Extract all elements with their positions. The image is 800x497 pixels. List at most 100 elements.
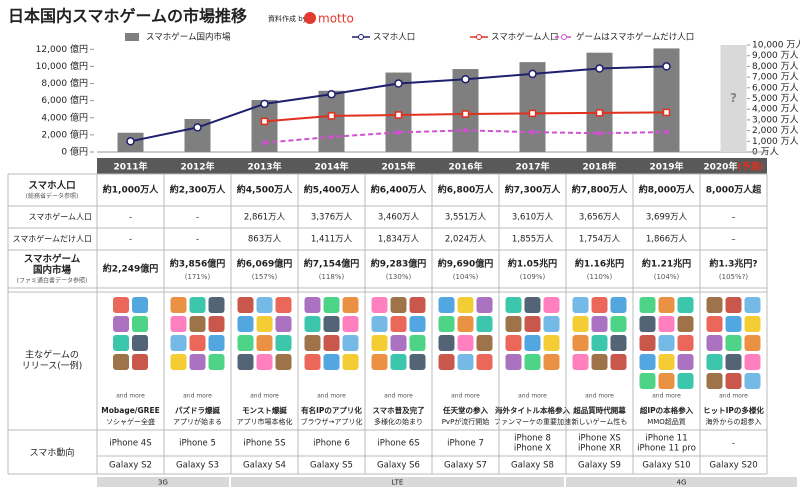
- galaxy: Galaxy S2: [109, 461, 152, 471]
- iphone: iPhone XS: [578, 434, 621, 444]
- caption-subtitle: PvPが流行開始: [442, 417, 490, 426]
- year: 2013年: [247, 160, 281, 172]
- iphone: iPhone 8: [514, 434, 551, 444]
- row-sublabel: (ファミ通白書データ参照): [17, 277, 88, 285]
- network-band: [231, 477, 564, 487]
- legend-swatch: [125, 33, 139, 41]
- game-icon: [572, 297, 589, 313]
- and-more: and more: [451, 393, 480, 400]
- cell: -: [196, 235, 199, 245]
- game-icon: [725, 297, 742, 313]
- game-icon: [113, 354, 129, 370]
- legend-label: スマホゲーム国内市場: [146, 32, 231, 43]
- cell: 2,024万人: [445, 235, 487, 245]
- game-icon: [409, 297, 426, 313]
- game-icon: [371, 354, 388, 370]
- cell: 約7,800万人: [572, 184, 628, 196]
- cell-sub: (109%): [520, 273, 546, 281]
- year-label: 2020年(予測): [703, 160, 763, 172]
- game-icon: [390, 297, 407, 313]
- game-icon: [725, 354, 742, 370]
- and-more: and more: [317, 393, 346, 400]
- game-icon: [323, 335, 340, 351]
- game-icon: [208, 354, 225, 370]
- and-more: and more: [652, 393, 681, 400]
- game-icon: [543, 297, 560, 313]
- game-icon: [725, 335, 742, 351]
- and-more: and more: [250, 393, 279, 400]
- game-icon: [208, 297, 225, 313]
- game-icon: [189, 297, 206, 313]
- game-icon: [591, 316, 608, 332]
- game-icon: [524, 335, 541, 351]
- cell: 3,551万人: [445, 213, 487, 223]
- bar: [318, 90, 345, 152]
- game-icon: [677, 335, 694, 351]
- cell-sub: (171%): [185, 273, 211, 281]
- game-icon: [744, 316, 761, 332]
- game-icon: [543, 354, 560, 370]
- game-icon: [505, 354, 522, 370]
- and-more: and more: [116, 393, 145, 400]
- and-more: and more: [719, 393, 748, 400]
- cell: 約5,400万人: [304, 184, 360, 196]
- cell: 1,855万人: [512, 235, 554, 245]
- game-icon: [256, 354, 273, 370]
- game-icon: [572, 354, 589, 370]
- year: 2019年: [649, 160, 683, 172]
- game-icon: [323, 297, 340, 313]
- row-sublabel: (総務省データ参照): [26, 192, 79, 200]
- cell: 約9,283億円: [371, 258, 426, 270]
- row-label: スマホ動向: [30, 447, 75, 459]
- game-icon: [457, 354, 474, 370]
- marker: [395, 129, 402, 136]
- game-icon: [706, 297, 723, 313]
- cell: 2,861万人: [244, 213, 286, 223]
- row-label: スマホゲーム人口: [28, 212, 92, 222]
- caption-subtitle: ブラウザ→アプリ化: [301, 417, 363, 426]
- game-icon: [524, 354, 541, 370]
- game-icon: [275, 297, 292, 313]
- game-icon: [543, 335, 560, 351]
- game-icon: [706, 335, 723, 351]
- cell: 約1.3兆円?: [709, 258, 757, 270]
- year-label: 2018年: [582, 160, 616, 172]
- y2-tick-label: 2,000 万人: [752, 125, 799, 136]
- iphone: iPhone 6S: [377, 439, 419, 449]
- row-label: スマホ人口: [28, 180, 75, 192]
- iphone: iPhone 5S: [243, 439, 285, 449]
- game-icon: [371, 335, 388, 351]
- marker: [662, 62, 671, 71]
- logo-mark: [304, 12, 316, 24]
- game-icon: [256, 335, 273, 351]
- cell: -: [196, 213, 199, 223]
- y2-tick-label: 10,000 万人: [752, 40, 800, 51]
- cell: 約2,300万人: [170, 184, 226, 196]
- cell: 約8,000万人: [639, 184, 695, 196]
- marker: [394, 111, 403, 119]
- caption-title: 海外タイトル本格参入: [495, 405, 570, 415]
- game-icon: [610, 316, 627, 332]
- cell-sub: (110%): [587, 273, 613, 281]
- marker: [261, 139, 268, 146]
- cell: 約2,249億円: [103, 263, 158, 275]
- and-more: and more: [384, 393, 413, 400]
- game-icon: [610, 297, 627, 313]
- game-icon: [639, 354, 656, 370]
- caption-subtitle: ソシャゲー全盛: [106, 417, 155, 426]
- game-icon: [342, 354, 359, 370]
- row-label: スマホゲームだけ人口: [12, 234, 92, 244]
- game-icon: [390, 316, 407, 332]
- game-icon: [342, 316, 359, 332]
- game-icon: [639, 335, 656, 351]
- game-icon: [390, 335, 407, 351]
- game-icon: [524, 297, 541, 313]
- game-icon: [725, 373, 742, 389]
- marker: [595, 109, 604, 117]
- cell-sub: (118%): [319, 273, 345, 281]
- game-icon: [323, 354, 340, 370]
- game-icon: [189, 316, 206, 332]
- caption-title: 有名IPのアプリ化: [301, 405, 362, 415]
- marker: [461, 110, 470, 118]
- game-icon: [677, 354, 694, 370]
